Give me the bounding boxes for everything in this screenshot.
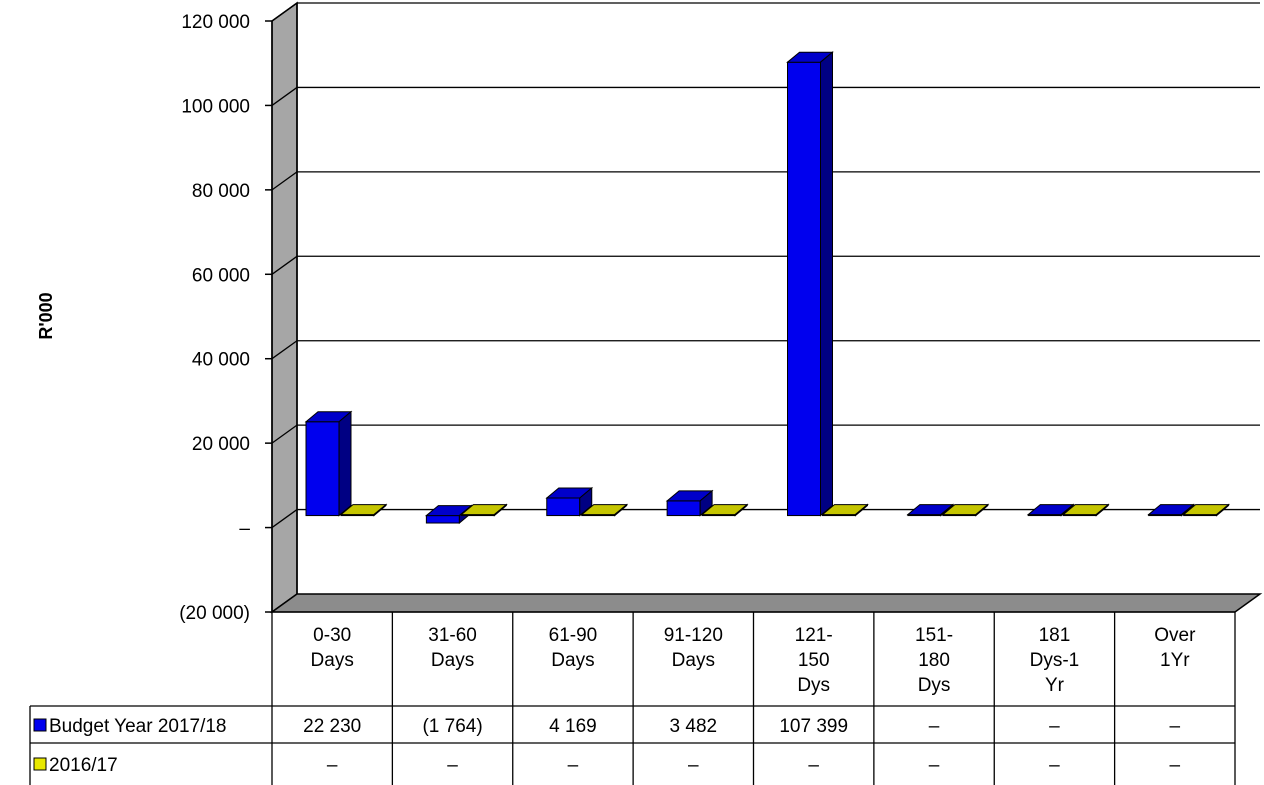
gridline [271,424,1260,444]
gridline [271,340,1260,360]
bar-2016-17 [941,503,990,517]
y-tick-label: 20 000 [192,434,250,455]
bar-budget-2017-18 [665,489,714,517]
bars [304,51,1231,525]
category-label: Yr [1045,675,1065,696]
gridline [271,255,1260,275]
bar-budget-2017-18 [906,503,955,517]
category-label: 61-90 [549,625,598,646]
bar-budget-2017-18 [1147,503,1196,517]
category-label: Days [311,650,354,671]
bar-2016-17 [580,503,629,517]
left-wall [271,1,298,614]
gridline [271,86,1260,106]
table-cell: – [1170,755,1181,776]
table-cell: 107 399 [779,716,848,737]
category-label: Days [431,650,474,671]
gridline [271,508,1260,529]
category-label: 150 [798,650,830,671]
table-cell: – [327,755,338,776]
table-cell: – [1049,716,1060,737]
y-tick-label: 80 000 [192,181,250,202]
table-cell: 22 230 [303,716,361,737]
category-label: 151- [915,625,953,646]
category-label: 1Yr [1160,650,1190,671]
table-cell: – [1049,755,1060,776]
table-cell: – [929,716,940,737]
bar-2016-17 [459,503,508,517]
category-label: Dys [918,675,951,696]
category-label: 121- [795,625,833,646]
bar-budget-2017-18 [786,51,834,517]
bar-2016-17 [700,503,749,517]
bar-budget-2017-18 [304,410,353,517]
y-tick-label: 100 000 [181,96,250,117]
gridline [271,171,1260,191]
category-label: Days [551,650,594,671]
table-cell: – [808,755,819,776]
category-label: 181 [1039,625,1071,646]
table-cell: 3 482 [670,716,718,737]
table-cell: (1 764) [422,716,482,737]
y-tick-label: 60 000 [192,265,250,286]
bar-2016-17 [1182,503,1231,517]
category-label: Dys-1 [1030,650,1080,671]
y-tick-label: 120 000 [181,12,250,33]
y-tick-label: 40 000 [192,350,250,371]
chart-walls [269,1,1263,614]
category-label: 31-60 [428,625,477,646]
category-label: Over [1154,625,1196,646]
y-axis: 120 000 100 000 80 000 60 000 40 000 20 000 – (… [179,12,273,624]
gridline [271,2,1260,22]
category-label: 180 [918,650,950,671]
y-tick-label: – [239,519,250,540]
legend-label: 2016/17 [49,755,118,776]
bar-2016-17 [1061,503,1110,517]
table-cell: 4 169 [549,716,597,737]
category-label: Dys [797,675,830,696]
legend-key [33,757,47,771]
table-cell: – [568,755,579,776]
legend-label: Budget Year 2017/18 [49,716,227,737]
gridlines [271,2,1260,529]
category-label: 0-30 [313,625,351,646]
table-cell: – [447,755,458,776]
table-cell: – [688,755,699,776]
y-axis-title: R'000 [36,292,56,339]
legend-key [33,718,47,732]
table-cell: – [929,755,940,776]
y-tick-label: (20 000) [179,603,250,624]
table-cell: – [1170,716,1181,737]
bar-2016-17 [821,503,869,517]
bar-budget-2017-18 [545,486,594,517]
bar-budget-2017-18 [1026,503,1075,517]
category-label: Days [672,650,715,671]
floor [269,593,1263,613]
bar-budget-2017-18 [424,504,473,525]
category-label: 91-120 [664,625,723,646]
data-table: 0-30 Days 31-60 Days 61-90 Days 91-120 Days 121-… [29,611,1236,785]
bar-2016-17 [339,503,388,517]
